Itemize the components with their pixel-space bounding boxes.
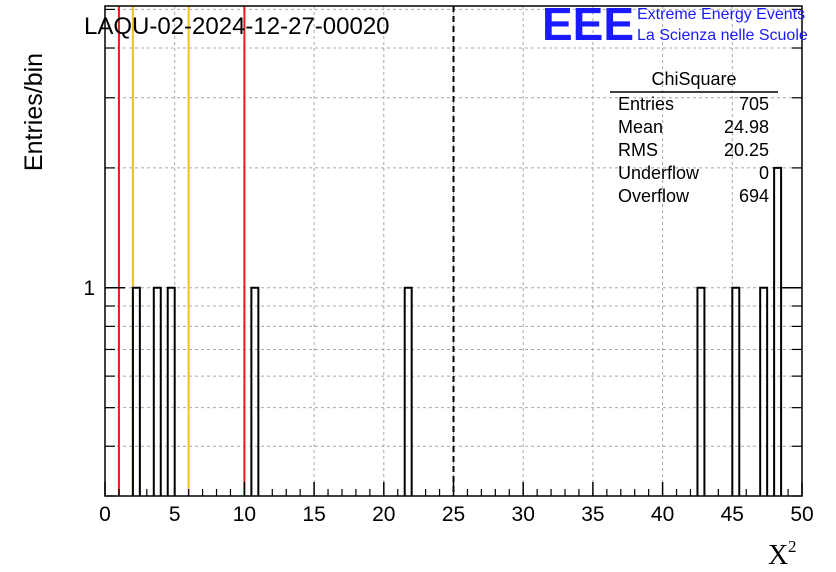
stats-label: Underflow: [618, 163, 700, 183]
eee-logo-mark: EEE: [542, 0, 634, 50]
x-tick-label: 50: [790, 503, 813, 526]
stats-label: Entries: [618, 94, 674, 114]
histogram-bars: [131, 166, 783, 496]
histogram-bar: [166, 286, 176, 496]
stats-box: ChiSquare Entries 705 Mean 24.98 RMS 20.…: [610, 69, 778, 206]
stats-label: Mean: [618, 117, 663, 137]
histogram-bar: [250, 286, 260, 496]
x-axis-title: X 2: [768, 537, 797, 571]
axis-ticks: [104, 8, 803, 497]
stats-label: Overflow: [618, 186, 690, 206]
stats-value: 705: [739, 94, 769, 114]
eee-logo-line1: Extreme Energy Events: [637, 6, 805, 23]
x-tick-label: 35: [581, 503, 604, 526]
histogram-bar: [773, 166, 783, 496]
y-tick-label: 1: [83, 277, 95, 300]
histogram-bar: [403, 286, 413, 496]
chart-title: LAQU-02-2024-12-27-00020: [84, 13, 390, 40]
x-tick-label: 30: [512, 503, 535, 526]
histogram-bar: [152, 286, 162, 496]
stats-value: 24.98: [724, 117, 769, 137]
x-tick-label: 5: [169, 503, 181, 526]
stats-value: 0: [759, 163, 769, 183]
stats-value: 20.25: [724, 140, 769, 160]
histogram-bar: [759, 286, 769, 496]
x-tick-label: 15: [302, 503, 325, 526]
histogram-bar: [731, 286, 741, 496]
stats-label: RMS: [618, 140, 658, 160]
eee-logo: EEE Extreme Energy Events La Scienza nel…: [542, 0, 808, 50]
histogram-bar: [131, 286, 141, 496]
stats-title: ChiSquare: [651, 69, 736, 89]
reference-lines: [117, 6, 455, 496]
x-tick-label: 20: [372, 503, 395, 526]
eee-logo-line2: La Scienza nelle Scuole: [637, 27, 808, 44]
x-tick-label: 0: [99, 503, 111, 526]
x-tick-label: 10: [233, 503, 256, 526]
x-tick-label: 40: [651, 503, 674, 526]
tick-labels: 0 5 10 15 20 25 30 35 40 45 50 1: [83, 277, 813, 526]
x-axis-title-base: X: [768, 540, 788, 571]
y-axis-title: Entries/bin: [20, 53, 48, 171]
x-tick-label: 45: [721, 503, 744, 526]
stats-value: 694: [739, 186, 769, 206]
x-tick-label: 25: [442, 503, 465, 526]
histogram-bar: [696, 286, 706, 496]
x-axis-title-superscript: 2: [788, 537, 797, 556]
